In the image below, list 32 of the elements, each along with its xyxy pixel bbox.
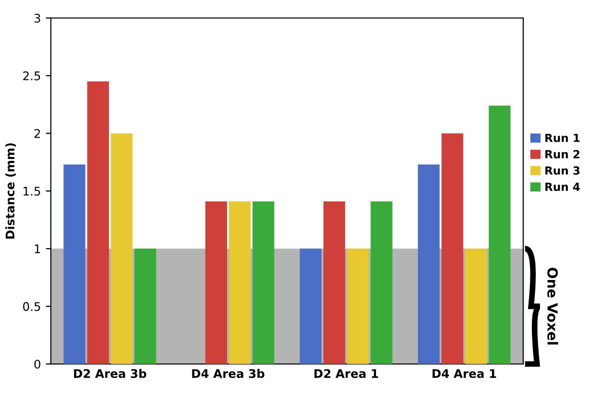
y-tick-label: 1 — [34, 244, 40, 254]
bar — [110, 133, 133, 364]
y-tick-label: 0 — [34, 360, 40, 369]
legend-label: Run 2 — [545, 150, 580, 158]
bar — [300, 248, 322, 364]
bar — [228, 201, 251, 364]
bar — [442, 133, 464, 364]
y-tick-label: 3 — [34, 14, 40, 23]
bar — [488, 106, 510, 364]
legend-label: Run 4 — [545, 182, 580, 192]
y-tick-label: 0.5 — [23, 302, 40, 311]
bar — [465, 248, 487, 364]
x-tick-label: D2 Area 1 — [314, 369, 378, 378]
legend-label: Run 1 — [545, 134, 580, 142]
bar — [87, 81, 109, 364]
bar — [323, 201, 346, 364]
bar — [347, 248, 369, 364]
bar — [205, 201, 228, 364]
x-tick-label: D2 Area 3b — [74, 368, 146, 378]
y-tick-label: 2.5 — [23, 71, 40, 80]
bar — [418, 164, 440, 364]
bar — [134, 248, 156, 364]
x-tick-label: D4 Area 1 — [432, 369, 496, 378]
x-tick-label: D4 Area 3b — [192, 368, 264, 378]
legend-label: Run 3 — [545, 166, 580, 175]
bar — [64, 164, 86, 364]
y-tick-label: 1.5 — [24, 186, 40, 196]
bar — [370, 201, 392, 364]
bar — [252, 201, 274, 364]
band-label: One Voxel — [547, 268, 558, 344]
y-tick-label: 2 — [34, 129, 40, 138]
y-axis-title: Distance (mm) — [5, 143, 16, 239]
